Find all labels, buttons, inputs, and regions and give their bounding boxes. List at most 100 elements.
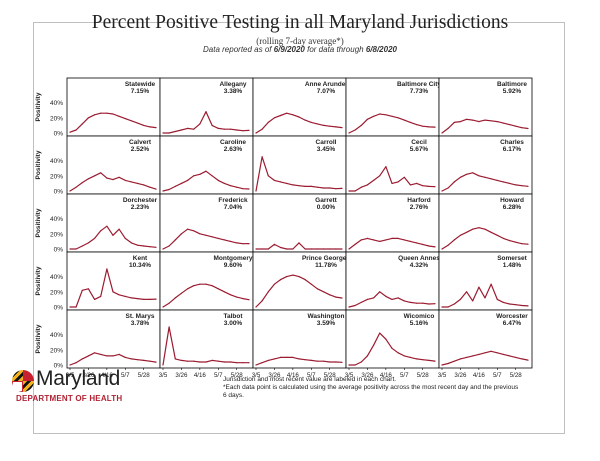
- data-point: [373, 115, 375, 117]
- data-point: [298, 358, 300, 360]
- data-point: [255, 132, 257, 134]
- data-point: [502, 181, 504, 183]
- data-point: [509, 355, 511, 357]
- x-tick-label: 3/5: [159, 372, 168, 379]
- data-point: [441, 132, 443, 134]
- data-point: [373, 179, 375, 181]
- reported-prefix: Data reported as of: [203, 45, 272, 54]
- data-point: [466, 291, 468, 293]
- panel-latest-label: 9.60%: [224, 262, 243, 269]
- data-point: [434, 246, 436, 248]
- y-axis-label: Positivity: [35, 266, 42, 295]
- data-point: [391, 347, 393, 349]
- data-point: [261, 362, 263, 364]
- data-point: [100, 353, 102, 355]
- panel-name-label: Howard: [500, 197, 524, 204]
- data-point: [248, 299, 250, 301]
- x-tick-label: 5/7: [400, 372, 409, 379]
- data-point: [391, 237, 393, 239]
- data-point: [255, 190, 257, 192]
- data-point: [223, 128, 225, 130]
- data-point: [441, 248, 443, 250]
- data-point: [329, 187, 331, 189]
- footnote: Jurisdiction and most recent value are l…: [223, 376, 523, 400]
- data-point: [422, 302, 424, 304]
- x-tick-label: 3/26: [175, 372, 188, 379]
- data-point: [286, 276, 288, 278]
- data-point: [130, 242, 132, 244]
- data-point: [354, 364, 356, 366]
- data-point: [130, 181, 132, 183]
- data-point: [242, 298, 244, 300]
- y-tick-label: 40%: [50, 332, 63, 339]
- data-point: [509, 303, 511, 305]
- data-point: [447, 244, 449, 246]
- data-point: [403, 176, 405, 178]
- reported-date: 6/9/2020: [273, 45, 305, 54]
- data-point: [94, 237, 96, 239]
- data-point: [434, 126, 436, 128]
- data-point: [193, 128, 195, 130]
- data-point: [354, 190, 356, 192]
- data-point: [267, 121, 269, 123]
- data-point: [316, 123, 318, 125]
- data-point: [385, 295, 387, 297]
- data-point: [428, 245, 430, 247]
- data-point: [459, 298, 461, 300]
- panel-name-label: Worcester: [496, 313, 528, 320]
- data-point: [211, 175, 213, 177]
- panel-latest-label: 3.38%: [224, 88, 243, 95]
- data-point: [472, 172, 474, 174]
- panel-latest-label: 7.04%: [224, 204, 243, 211]
- panel-latest-label: 7.15%: [131, 88, 150, 95]
- data-point: [211, 285, 213, 287]
- data-point: [162, 364, 164, 366]
- data-point: [509, 240, 511, 242]
- data-point: [217, 288, 219, 290]
- data-point: [267, 175, 269, 177]
- data-point: [310, 248, 312, 250]
- data-point: [149, 360, 151, 362]
- data-point: [354, 129, 356, 131]
- footnote-line-2: *Each data point is calculated using the…: [223, 384, 519, 399]
- x-tick-label: 5/28: [138, 372, 151, 379]
- data-point: [193, 285, 195, 287]
- data-point: [118, 228, 120, 230]
- x-tick-label: 3/26: [361, 372, 374, 379]
- data-point: [478, 227, 480, 229]
- data-point: [100, 112, 102, 114]
- data-point: [261, 300, 263, 302]
- data-point: [490, 120, 492, 122]
- data-point: [217, 127, 219, 129]
- data-point: [373, 297, 375, 299]
- data-point: [515, 184, 517, 186]
- panel-name-label: Prince Georges: [302, 255, 350, 262]
- panel-border: [159, 251, 254, 311]
- x-tick-label: 3/5: [438, 372, 447, 379]
- brand-name: Maryland: [36, 367, 120, 390]
- data-point: [199, 283, 201, 285]
- panel-latest-label: 6.47%: [503, 320, 522, 327]
- panel-latest-label: 0.00%: [317, 204, 336, 211]
- data-point: [292, 248, 294, 250]
- panel-name-label: Harford: [407, 197, 431, 204]
- data-point: [143, 298, 145, 300]
- data-point: [366, 237, 368, 239]
- data-point: [385, 166, 387, 168]
- data-point: [155, 188, 157, 190]
- panel-latest-label: 5.16%: [410, 320, 429, 327]
- data-point: [230, 294, 232, 296]
- data-point: [409, 301, 411, 303]
- data-point: [416, 124, 418, 126]
- data-point: [397, 237, 399, 239]
- data-point: [409, 121, 411, 123]
- data-point: [273, 243, 275, 245]
- department-name: DEPARTMENT OF HEALTH: [16, 394, 123, 403]
- x-tick-label: 5/7: [214, 372, 223, 379]
- data-point: [447, 362, 449, 365]
- x-tick-label: 5/28: [510, 372, 523, 379]
- data-point: [230, 185, 232, 187]
- data-point: [230, 240, 232, 242]
- x-tick-label: 5/28: [324, 372, 337, 379]
- data-point: [459, 176, 461, 178]
